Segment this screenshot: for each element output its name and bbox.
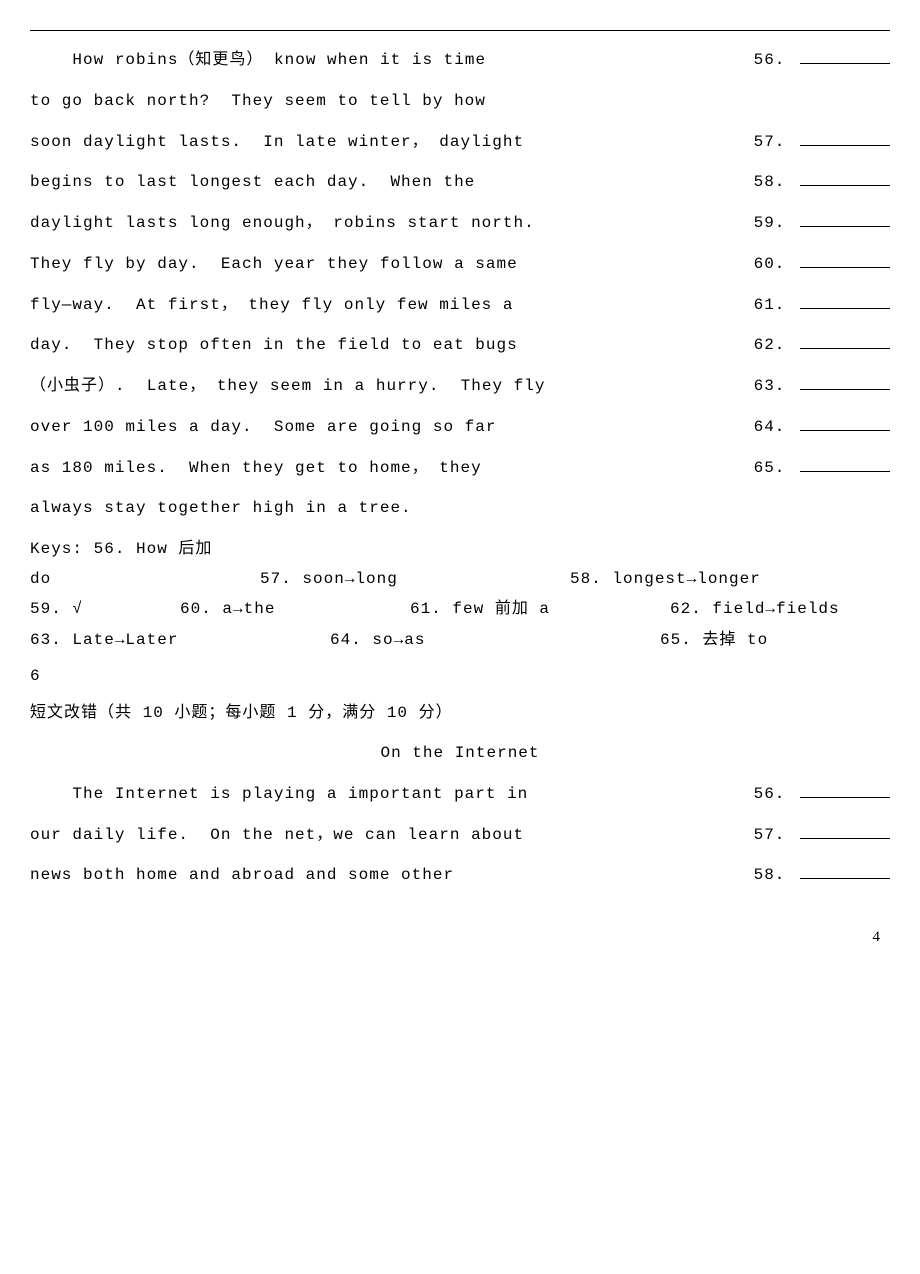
answer-blank[interactable] xyxy=(800,171,890,186)
line-number: 58. xyxy=(754,171,796,193)
answer-blank[interactable] xyxy=(800,823,890,838)
passage-line: soon daylight lasts. In late winter， day… xyxy=(30,130,890,153)
line-number: 56. xyxy=(754,49,796,71)
line-text: our daily life. On the net，we can learn … xyxy=(30,824,524,846)
line-text: fly—way. At first， they fly only few mil… xyxy=(30,294,513,316)
line-text: to go back north? They seem to tell by h… xyxy=(30,90,486,112)
line-text: as 180 miles. When they get to home， the… xyxy=(30,457,482,479)
passage-2: The Internet is playing a important part… xyxy=(30,782,890,886)
answer-blank[interactable] xyxy=(800,416,890,431)
answer-blank[interactable] xyxy=(800,782,890,797)
keys-item: 62. field→fields xyxy=(670,598,870,620)
passage-line: day. They stop often in the field to eat… xyxy=(30,334,890,357)
keys-item: 65. 去掉 to xyxy=(660,629,860,651)
passage-line: fly—way. At first， they fly only few mil… xyxy=(30,293,890,316)
answer-blank[interactable] xyxy=(800,212,890,227)
answer-blank[interactable] xyxy=(800,334,890,349)
line-text: （小虫子）. Late， they seem in a hurry. They … xyxy=(30,375,545,397)
line-number: 65. xyxy=(754,457,796,479)
document-page: How robins（知更鸟） know when it is time56. … xyxy=(0,30,920,948)
answer-blank[interactable] xyxy=(800,253,890,268)
keys-row: 63. Late→Later64. so→as65. 去掉 to xyxy=(30,629,890,651)
line-text: always stay together high in a tree. xyxy=(30,497,412,519)
line-number: 58. xyxy=(754,864,796,886)
line-text: news both home and abroad and some other xyxy=(30,864,454,886)
passage-line: over 100 miles a day. Some are going so … xyxy=(30,416,890,439)
passage-line: begins to last longest each day. When th… xyxy=(30,171,890,194)
line-text: How robins（知更鸟） know when it is time xyxy=(30,49,486,71)
keys-item: 57. soon→long xyxy=(260,568,570,590)
page-number: 4 xyxy=(30,927,890,948)
passage-line: How robins（知更鸟） know when it is time 56. xyxy=(30,49,890,72)
line-text: daylight lasts long enough， robins start… xyxy=(30,212,535,234)
top-rule xyxy=(30,30,890,31)
line-text: day. They stop often in the field to eat… xyxy=(30,334,518,356)
passage-line: our daily life. On the net，we can learn … xyxy=(30,823,890,846)
keys-item: Keys: 56. How 后加 xyxy=(30,538,890,560)
passage-1: How robins（知更鸟） know when it is time56. … xyxy=(30,49,890,520)
answer-blank[interactable] xyxy=(800,49,890,64)
line-number: 61. xyxy=(754,294,796,316)
keys-item: 64. so→as xyxy=(330,629,660,651)
keys-item: 59. √ xyxy=(30,598,180,620)
line-number: 57. xyxy=(754,131,796,153)
section-instruction: 短文改错（共 10 小题；每小题 1 分，满分 10 分） xyxy=(30,702,890,724)
answer-blank[interactable] xyxy=(800,130,890,145)
line-number: 64. xyxy=(754,416,796,438)
line-text: The Internet is playing a important part… xyxy=(30,783,528,805)
line-number: 63. xyxy=(754,375,796,397)
passage-line: news both home and abroad and some other… xyxy=(30,864,890,887)
answer-blank[interactable] xyxy=(800,456,890,471)
keys-item: do xyxy=(30,568,260,590)
passage-line: They fly by day. Each year they follow a… xyxy=(30,253,890,276)
line-number: 60. xyxy=(754,253,796,275)
line-text: over 100 miles a day. Some are going so … xyxy=(30,416,496,438)
keys-row: 59. √60. a→the61. few 前加 a62. field→fiel… xyxy=(30,598,890,620)
passage-line: daylight lasts long enough， robins start… xyxy=(30,212,890,235)
keys-item: 63. Late→Later xyxy=(30,629,330,651)
passage-line: The Internet is playing a important part… xyxy=(30,782,890,805)
keys-row: do57. soon→long58. longest→longer xyxy=(30,568,890,590)
line-text: They fly by day. Each year they follow a… xyxy=(30,253,518,275)
line-text: begins to last longest each day. When th… xyxy=(30,171,475,193)
passage-line: to go back north? They seem to tell by h… xyxy=(30,90,890,112)
keys-item: 60. a→the xyxy=(180,598,410,620)
passage-line: always stay together high in a tree. xyxy=(30,497,890,519)
line-text: soon daylight lasts. In late winter， day… xyxy=(30,131,524,153)
answer-keys: Keys: 56. How 后加 do57. soon→long58. longe… xyxy=(30,538,890,652)
keys-row: Keys: 56. How 后加 xyxy=(30,538,890,560)
passage-line: as 180 miles. When they get to home， the… xyxy=(30,456,890,479)
section-number: 6 xyxy=(30,665,890,687)
passage-line: （小虫子）. Late， they seem in a hurry. They … xyxy=(30,375,890,398)
line-number: 56. xyxy=(754,783,796,805)
answer-blank[interactable] xyxy=(800,375,890,390)
keys-item: 61. few 前加 a xyxy=(410,598,670,620)
line-number: 57. xyxy=(754,824,796,846)
keys-item: 58. longest→longer xyxy=(570,568,870,590)
passage-2-title: On the Internet xyxy=(30,742,890,764)
answer-blank[interactable] xyxy=(800,293,890,308)
line-number: 59. xyxy=(754,212,796,234)
answer-blank[interactable] xyxy=(800,864,890,879)
line-number: 62. xyxy=(754,334,796,356)
